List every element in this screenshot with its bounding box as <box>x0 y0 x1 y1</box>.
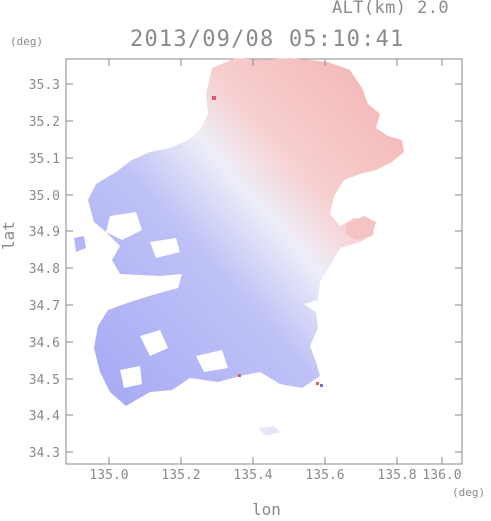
speckle-1 <box>212 96 216 100</box>
y-tick-label: 34.6 <box>29 336 60 351</box>
x-tick-label: 135.2 <box>161 468 200 483</box>
echo-patch-west <box>74 236 86 252</box>
y-tick-34.5: 34.5 <box>29 373 462 388</box>
x-tick-label: 135.6 <box>305 468 344 483</box>
altitude-label: ALT(km) 2.0 <box>332 0 449 18</box>
y-unit-label: (deg) <box>10 35 44 48</box>
y-tick-label: 34.3 <box>29 446 60 461</box>
echo-gap-2 <box>150 238 180 258</box>
x-tick-135.8: 135.8 <box>377 59 417 483</box>
x-tick-135.6: 135.6 <box>305 59 345 483</box>
y-tick-35.2: 35.2 <box>29 115 462 130</box>
y-tick-label: 35.3 <box>29 78 60 93</box>
y-tick-34.4: 34.4 <box>29 409 462 424</box>
y-tick-35.0: 35.0 <box>29 189 462 204</box>
y-tick-35.3: 35.3 <box>29 78 462 93</box>
y-tick-34.3: 34.3 <box>29 446 462 461</box>
x-axis-title: lon <box>252 500 281 519</box>
x-axis: 135.0 135.2 135.4 135.6 135.8 136.0 <box>89 59 462 483</box>
speckle-2 <box>316 382 319 385</box>
echo-patch-east <box>346 216 376 240</box>
echo-gap-4 <box>196 350 228 372</box>
echo-gap-1 <box>106 212 142 240</box>
x-tick-136.0: 136.0 <box>422 59 462 483</box>
x-tick-135.2: 135.2 <box>161 59 201 483</box>
echo-region-main <box>88 58 404 406</box>
radar-echo-field <box>74 58 404 436</box>
echo-patch-south <box>258 426 280 436</box>
speckle-4 <box>320 384 323 387</box>
y-tick-label: 34.9 <box>29 225 60 240</box>
y-tick-label: 34.4 <box>29 409 60 424</box>
x-tick-label: 136.0 <box>422 468 461 483</box>
x-tick-135.4: 135.4 <box>233 59 273 483</box>
echo-gap-3 <box>140 330 168 356</box>
speckle-3 <box>238 374 241 377</box>
y-tick-34.6: 34.6 <box>29 336 462 351</box>
y-tick-label: 35.0 <box>29 189 60 204</box>
y-tick-34.9: 34.9 <box>29 225 462 240</box>
y-tick-label: 34.8 <box>29 262 60 277</box>
y-tick-label: 35.2 <box>29 115 60 130</box>
timestamp-label: 2013/09/08 05:10:41 <box>130 27 405 52</box>
y-axis: 34.3 34.4 34.5 34.6 34.7 34.8 34.9 35.0 … <box>29 78 462 461</box>
y-tick-34.8: 34.8 <box>29 262 462 277</box>
x-tick-label: 135.4 <box>233 468 272 483</box>
x-tick-135.0: 135.0 <box>89 59 129 483</box>
echo-gap-5 <box>120 366 142 388</box>
plot-frame <box>65 58 463 465</box>
y-tick-label: 34.5 <box>29 373 60 388</box>
x-tick-label: 135.0 <box>89 468 128 483</box>
y-tick-34.7: 34.7 <box>29 299 462 314</box>
y-tick-label: 35.1 <box>29 152 60 167</box>
x-tick-label: 135.8 <box>377 468 416 483</box>
y-tick-label: 34.7 <box>29 299 60 314</box>
y-tick-35.1: 35.1 <box>29 152 462 167</box>
x-unit-label: (deg) <box>452 486 486 499</box>
